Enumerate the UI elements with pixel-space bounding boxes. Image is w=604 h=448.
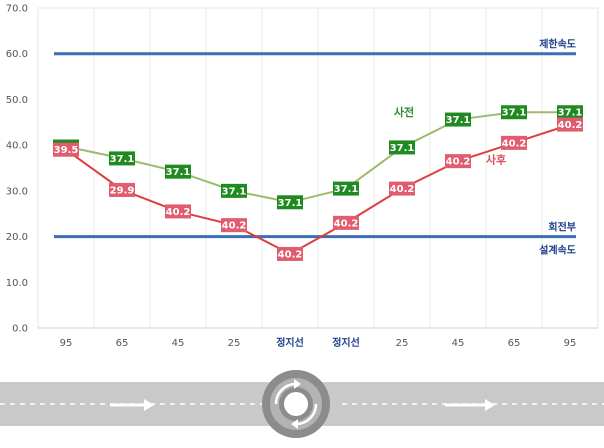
series-line: [65, 111, 570, 204]
data-label: 37.1: [446, 115, 471, 126]
data-point-marker: [445, 112, 471, 127]
data-point-marker: [501, 105, 527, 120]
data-point-marker: [165, 164, 191, 179]
x-tick-label: 65: [116, 338, 129, 349]
x-tick-label: 정지선: [276, 336, 304, 349]
speed-chart: 0.0 10.0 20.0 30.0 40.0 50.0 60.0 70.0 95 65 45 25 정…: [6, 4, 599, 349]
data-label: 37.1: [166, 167, 191, 178]
data-point-marker: [53, 142, 79, 157]
data-label: 37.1: [390, 143, 415, 154]
data-label: 40.2: [334, 218, 359, 229]
data-label: 37.1: [502, 108, 527, 119]
data-label: 40.2: [446, 157, 471, 168]
data-point-marker: [109, 151, 135, 166]
data-label: 40.2: [222, 221, 247, 232]
data-point-marker: [221, 183, 247, 198]
data-point-marker: [389, 181, 415, 196]
data-label: 29.9: [110, 185, 135, 196]
road-diagram: [0, 370, 604, 438]
data-point-marker: [333, 215, 359, 230]
reference-line-label: 설계속도: [539, 244, 576, 257]
y-tick-label: 50.0: [6, 95, 28, 106]
series-name-label: 사전: [394, 105, 414, 119]
y-tick-label: 60.0: [6, 49, 28, 60]
y-tick-label: 70.0: [6, 4, 28, 15]
x-tick-label: 95: [60, 338, 73, 349]
x-tick-label: 45: [452, 338, 465, 349]
data-point-marker: [165, 204, 191, 219]
x-tick-label: 65: [508, 338, 521, 349]
reference-line-label: 제한속도: [539, 38, 576, 51]
y-tick-label: 30.0: [6, 186, 28, 197]
y-tick-label: 0.0: [12, 324, 28, 335]
x-tick-label: 정지선: [332, 336, 360, 349]
data-point-marker: [557, 105, 583, 120]
data-label: 40.2: [166, 207, 191, 218]
data-point-marker: [557, 117, 583, 132]
data-label: 37.1: [278, 198, 303, 209]
data-label: 37.1: [334, 184, 359, 195]
data-point-marker: [109, 182, 135, 197]
data-point-marker: [277, 195, 303, 210]
right-arrow-icon: [110, 399, 154, 411]
y-tick-label: 10.0: [6, 278, 28, 289]
series-name-label: 사후: [486, 152, 506, 166]
data-label: 40.2: [390, 184, 415, 195]
x-tick-label: 25: [228, 338, 241, 349]
data-point-marker: [221, 218, 247, 233]
data-point-marker: [501, 135, 527, 150]
x-tick-label: 25: [396, 338, 409, 349]
x-tick-label: 95: [564, 338, 577, 349]
data-point-marker: [277, 246, 303, 261]
y-tick-label: 20.0: [6, 232, 28, 243]
data-point-marker: [333, 181, 359, 196]
data-label: 37.1: [110, 154, 135, 165]
reference-line-label: 회전부: [548, 221, 576, 234]
y-tick-label: 40.0: [6, 141, 28, 152]
data-label: 39.5: [54, 145, 79, 156]
data-label: 40.2: [502, 138, 527, 149]
data-point-marker: [445, 154, 471, 169]
data-point-marker: [389, 140, 415, 155]
roundabout-icon: [262, 370, 330, 438]
series-line: [65, 123, 571, 256]
x-tick-label: 45: [172, 338, 185, 349]
right-arrow-icon: [445, 399, 495, 411]
data-label: 37.1: [222, 186, 247, 197]
data-label: 40.2: [278, 249, 303, 260]
data-label: 37.1: [558, 108, 583, 119]
data-label: 40.2: [558, 120, 583, 131]
